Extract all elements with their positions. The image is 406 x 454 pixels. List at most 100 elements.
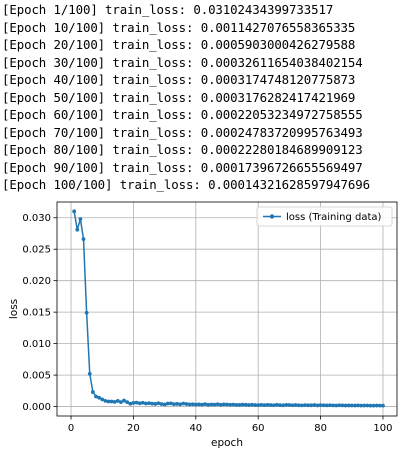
data-point bbox=[315, 403, 320, 408]
data-point bbox=[268, 403, 273, 407]
data-point bbox=[306, 403, 311, 408]
log-line: [Epoch 20/100] train_loss: 0.00059030004… bbox=[2, 37, 356, 52]
data-point bbox=[231, 402, 236, 407]
legend: loss (Training data) bbox=[256, 206, 393, 227]
plot-background bbox=[0, 195, 406, 454]
x-tick-label: 20 bbox=[127, 423, 140, 434]
data-point bbox=[321, 403, 326, 408]
data-point bbox=[200, 402, 204, 407]
x-axis-label: epoch bbox=[211, 437, 243, 449]
data-point bbox=[128, 401, 133, 406]
data-point bbox=[228, 402, 233, 407]
log-line: [Epoch 30/100] train_loss: 0.00032611654… bbox=[2, 54, 363, 70]
data-point bbox=[343, 403, 348, 408]
data-point bbox=[112, 399, 117, 404]
data-point bbox=[72, 209, 77, 214]
data-point bbox=[87, 371, 92, 376]
data-point bbox=[243, 402, 248, 407]
data-point bbox=[193, 402, 198, 407]
data-point bbox=[253, 403, 257, 407]
data-point bbox=[115, 398, 120, 403]
log-line: [Epoch 40/100] train_loss: 0.00031747481… bbox=[2, 72, 356, 87]
data-point bbox=[100, 397, 105, 402]
data-point bbox=[78, 217, 83, 221]
data-point bbox=[271, 403, 276, 408]
log-line: [Epoch 90/100] train_loss: 0.00017396726… bbox=[2, 159, 363, 175]
y-tick-label: 0.030 bbox=[22, 213, 51, 224]
data-point bbox=[362, 403, 367, 408]
training-log: [Epoch 1/100] train_loss: 0.031024343997… bbox=[2, 1, 406, 194]
series-layer bbox=[72, 209, 385, 408]
data-point bbox=[156, 401, 161, 406]
data-point bbox=[212, 402, 217, 407]
grid-lines bbox=[57, 202, 397, 416]
data-point bbox=[175, 402, 179, 406]
data-point bbox=[147, 401, 151, 405]
log-line: [Epoch 50/100] train_loss: 0.00031762824… bbox=[2, 89, 356, 105]
y-tick-label: 0.000 bbox=[22, 402, 51, 413]
x-tick-label: 100 bbox=[373, 423, 392, 434]
data-point bbox=[328, 403, 332, 408]
data-point bbox=[150, 401, 155, 406]
data-point bbox=[190, 402, 195, 407]
data-point bbox=[84, 310, 89, 315]
y-tick-label: 0.005 bbox=[22, 371, 51, 382]
data-point bbox=[381, 403, 385, 408]
data-point bbox=[312, 403, 317, 407]
data-point bbox=[318, 403, 323, 408]
data-point bbox=[352, 403, 357, 408]
data-point bbox=[334, 403, 339, 408]
data-point bbox=[162, 402, 167, 407]
data-point bbox=[296, 403, 301, 408]
data-point bbox=[262, 403, 267, 408]
data-point bbox=[197, 402, 201, 407]
data-point bbox=[246, 403, 251, 407]
data-point bbox=[293, 403, 298, 407]
log-line: [Epoch 80/100] train_loss: 0.00022280184… bbox=[2, 142, 363, 157]
y-axis-label: loss bbox=[8, 299, 20, 319]
data-point bbox=[250, 402, 254, 407]
data-point bbox=[215, 402, 220, 407]
data-point bbox=[221, 402, 226, 407]
loss-chart: 0.000 0.005 0.010 0.015 0.020 0.025 0.030 0 20 4… bbox=[0, 195, 406, 454]
data-point bbox=[259, 402, 264, 407]
log-line: [Epoch 1/100] train_loss: 0.031024343997… bbox=[2, 2, 334, 17]
data-point bbox=[265, 403, 270, 407]
x-tick-label: 0 bbox=[68, 423, 74, 434]
data-point bbox=[374, 403, 379, 408]
legend-box bbox=[256, 206, 393, 227]
data-point bbox=[371, 403, 376, 408]
data-point bbox=[153, 402, 158, 406]
data-point bbox=[137, 401, 142, 406]
data-point bbox=[359, 403, 364, 408]
data-point bbox=[178, 402, 183, 407]
legend-label: loss (Training data) bbox=[286, 212, 382, 223]
data-point bbox=[134, 400, 139, 405]
data-point bbox=[324, 403, 329, 408]
log-line: [Epoch 60/100] train_loss: 0.00022053234… bbox=[2, 107, 363, 122]
data-point bbox=[209, 402, 214, 407]
data-point bbox=[225, 402, 229, 407]
plot-frame bbox=[56, 201, 398, 417]
data-point bbox=[287, 403, 292, 407]
data-point bbox=[203, 402, 208, 407]
data-point bbox=[75, 227, 80, 232]
log-line: [Epoch 10/100] train_loss: 0.00114270765… bbox=[2, 19, 356, 35]
data-point bbox=[290, 403, 295, 408]
data-point bbox=[159, 402, 164, 406]
data-point bbox=[275, 402, 279, 407]
data-point bbox=[281, 403, 286, 408]
data-point bbox=[284, 403, 289, 407]
data-point bbox=[356, 403, 360, 408]
y-tick-label: 0.015 bbox=[22, 308, 51, 319]
data-point bbox=[184, 402, 189, 406]
y-axis-ticks: 0.000 0.005 0.010 0.015 0.020 0.025 0.030 bbox=[22, 213, 57, 413]
data-point bbox=[309, 403, 314, 408]
data-point bbox=[346, 403, 351, 408]
data-point bbox=[122, 398, 126, 403]
data-point bbox=[125, 400, 130, 405]
data-point bbox=[140, 400, 145, 405]
data-point bbox=[187, 402, 192, 407]
x-tick-label: 40 bbox=[189, 423, 202, 434]
data-point bbox=[81, 237, 86, 242]
